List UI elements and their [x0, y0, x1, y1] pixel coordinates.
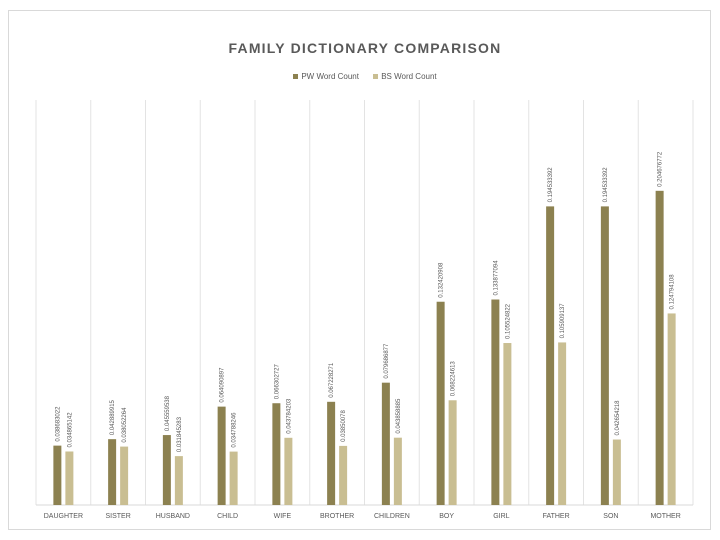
data-label: 0.03850078: [341, 410, 347, 442]
data-label: 0.043784203: [286, 398, 292, 434]
bar-pw: [546, 206, 555, 506]
data-label: 0.031845283: [177, 416, 183, 452]
data-label: 0.042654218: [615, 400, 621, 436]
bar-pw: [162, 435, 171, 505]
bar-bs: [120, 446, 129, 505]
bar-bs: [284, 437, 293, 505]
legend-swatch-bs: [373, 74, 379, 80]
chart-frame: [8, 10, 711, 530]
data-label: 0.194533392: [548, 167, 554, 203]
bar-pw: [53, 445, 62, 505]
x-tick-label: GIRL: [493, 513, 509, 520]
legend-label-pw: PW Word Count: [301, 72, 359, 81]
bar-pw: [381, 382, 390, 505]
bar-pw: [436, 301, 445, 505]
data-label: 0.066302727: [274, 364, 280, 400]
data-label: 0.064090897: [220, 367, 226, 403]
legend-item-pw: PW Word Count: [293, 72, 359, 81]
bar-pw: [108, 439, 117, 505]
data-label: 0.204676772: [658, 151, 664, 187]
data-label: 0.194533392: [603, 167, 609, 203]
x-tick-label: FATHER: [543, 513, 570, 520]
data-label: 0.038683022: [55, 406, 61, 442]
data-label: 0.105524822: [505, 303, 511, 339]
x-tick-label: BOY: [439, 513, 454, 520]
bar-bs: [229, 451, 238, 505]
bar-pw: [491, 299, 500, 505]
legend: PW Word Count BS Word Count: [0, 72, 720, 81]
bar-pw: [600, 206, 609, 506]
x-tick-label: SON: [603, 513, 618, 520]
data-label: 0.042889915: [110, 399, 116, 435]
x-tick-label: DAUGHTER: [44, 513, 83, 520]
data-label: 0.133877094: [493, 260, 499, 296]
x-tick-label: WIFE: [274, 513, 292, 520]
x-tick-label: BROTHER: [320, 513, 354, 520]
bar-bs: [503, 343, 512, 505]
legend-item-bs: BS Word Count: [373, 72, 437, 81]
data-label: 0.105909137: [560, 303, 566, 339]
bar-pw: [217, 406, 226, 505]
x-tick-label: MOTHER: [650, 513, 680, 520]
chart-title: FAMILY DICTIONARY COMPARISON: [228, 40, 502, 56]
bar-pw: [655, 190, 664, 505]
data-label: 0.034865142: [67, 412, 73, 448]
legend-label-bs: BS Word Count: [381, 72, 437, 81]
data-label: 0.132420908: [439, 262, 445, 298]
bar-bs: [667, 313, 676, 505]
bar-bs: [339, 445, 348, 505]
x-tick-label: CHILDREN: [374, 513, 410, 520]
bar-bs: [448, 400, 457, 505]
x-tick-label: SISTER: [105, 513, 130, 520]
bar-bs: [612, 439, 621, 505]
bar-pw: [327, 401, 336, 505]
bar-bs: [174, 456, 183, 505]
data-label: 0.067228271: [329, 362, 335, 398]
data-label: 0.045559538: [165, 395, 171, 431]
x-tick-label: CHILD: [217, 513, 238, 520]
bar-bs: [558, 342, 567, 505]
bar-pw: [272, 403, 281, 505]
data-label: 0.124794108: [670, 274, 676, 310]
data-label: 0.068224613: [451, 361, 457, 397]
data-label: 0.038052264: [122, 407, 128, 443]
bar-bs: [65, 451, 74, 505]
data-label: 0.079686877: [384, 343, 390, 379]
bar-bs: [393, 437, 402, 505]
data-label: 0.043858885: [396, 398, 402, 434]
x-tick-label: HUSBAND: [156, 513, 190, 520]
legend-swatch-pw: [293, 74, 299, 80]
data-label: 0.034788246: [232, 412, 238, 448]
